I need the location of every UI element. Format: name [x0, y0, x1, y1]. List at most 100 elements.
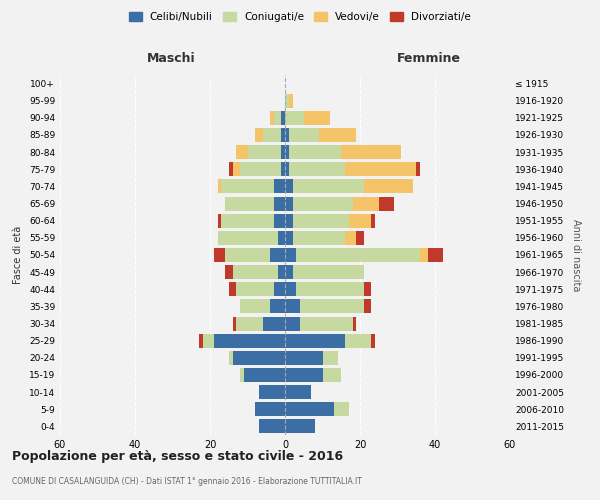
Bar: [296, 248, 420, 262]
Bar: [281, 111, 285, 125]
Bar: [356, 231, 364, 245]
Bar: [218, 214, 221, 228]
Bar: [199, 334, 203, 347]
Bar: [364, 300, 371, 314]
Bar: [281, 128, 285, 142]
Bar: [285, 111, 304, 125]
Bar: [274, 111, 281, 125]
Bar: [289, 145, 341, 159]
Bar: [285, 420, 315, 434]
Bar: [353, 196, 379, 210]
Bar: [244, 368, 285, 382]
Bar: [285, 402, 334, 416]
Text: Popolazione per età, sesso e stato civile - 2016: Popolazione per età, sesso e stato civil…: [12, 450, 343, 463]
Bar: [240, 368, 244, 382]
Bar: [233, 351, 285, 365]
Bar: [353, 316, 356, 330]
Bar: [233, 162, 240, 176]
Bar: [285, 162, 289, 176]
Y-axis label: Fasce di età: Fasce di età: [13, 226, 23, 284]
Bar: [233, 265, 277, 279]
Bar: [319, 128, 356, 142]
Legend: Celibi/Nubili, Coniugati/e, Vedovi/e, Divorziati/e: Celibi/Nubili, Coniugati/e, Vedovi/e, Di…: [125, 8, 475, 26]
Bar: [225, 248, 270, 262]
Bar: [289, 162, 345, 176]
Bar: [281, 162, 285, 176]
Bar: [323, 368, 341, 382]
Bar: [379, 196, 394, 210]
Bar: [263, 128, 281, 142]
Bar: [285, 94, 289, 108]
Y-axis label: Anni di nascita: Anni di nascita: [571, 219, 581, 291]
Bar: [345, 162, 416, 176]
Bar: [345, 231, 356, 245]
Bar: [236, 316, 263, 330]
Bar: [255, 402, 285, 416]
Bar: [218, 180, 221, 194]
Bar: [345, 334, 371, 347]
Bar: [289, 128, 319, 142]
Bar: [221, 214, 274, 228]
Bar: [225, 265, 233, 279]
Bar: [218, 231, 277, 245]
Bar: [285, 368, 323, 382]
Bar: [296, 282, 364, 296]
Bar: [323, 351, 337, 365]
Bar: [285, 248, 296, 262]
Bar: [285, 265, 293, 279]
Bar: [285, 128, 289, 142]
Bar: [293, 180, 364, 194]
Bar: [300, 300, 364, 314]
Bar: [341, 145, 401, 159]
Bar: [236, 282, 274, 296]
Bar: [259, 385, 285, 399]
Bar: [285, 180, 293, 194]
Bar: [263, 316, 285, 330]
Bar: [285, 385, 311, 399]
Bar: [274, 214, 285, 228]
Bar: [270, 248, 285, 262]
Bar: [248, 145, 281, 159]
Bar: [349, 214, 371, 228]
Bar: [285, 334, 345, 347]
Bar: [427, 248, 443, 262]
Bar: [300, 316, 353, 330]
Bar: [304, 111, 330, 125]
Bar: [285, 316, 300, 330]
Bar: [285, 145, 289, 159]
Bar: [293, 265, 364, 279]
Bar: [293, 231, 345, 245]
Bar: [255, 128, 263, 142]
Bar: [214, 248, 225, 262]
Bar: [416, 162, 420, 176]
Bar: [277, 265, 285, 279]
Bar: [274, 282, 285, 296]
Bar: [420, 248, 427, 262]
Bar: [203, 334, 214, 347]
Bar: [233, 316, 236, 330]
Bar: [364, 282, 371, 296]
Bar: [240, 162, 281, 176]
Bar: [236, 145, 248, 159]
Bar: [214, 334, 285, 347]
Bar: [229, 351, 233, 365]
Bar: [274, 180, 285, 194]
Bar: [229, 162, 233, 176]
Bar: [285, 300, 300, 314]
Bar: [364, 180, 413, 194]
Text: Femmine: Femmine: [397, 52, 461, 65]
Text: COMUNE DI CASALANGUIDA (CH) - Dati ISTAT 1° gennaio 2016 - Elaborazione TUTTITAL: COMUNE DI CASALANGUIDA (CH) - Dati ISTAT…: [12, 478, 362, 486]
Text: Maschi: Maschi: [146, 52, 196, 65]
Bar: [285, 282, 296, 296]
Bar: [285, 196, 293, 210]
Bar: [259, 420, 285, 434]
Bar: [334, 402, 349, 416]
Bar: [285, 351, 323, 365]
Bar: [285, 214, 293, 228]
Bar: [293, 214, 349, 228]
Bar: [270, 300, 285, 314]
Bar: [281, 145, 285, 159]
Bar: [293, 196, 353, 210]
Bar: [225, 196, 274, 210]
Bar: [221, 180, 274, 194]
